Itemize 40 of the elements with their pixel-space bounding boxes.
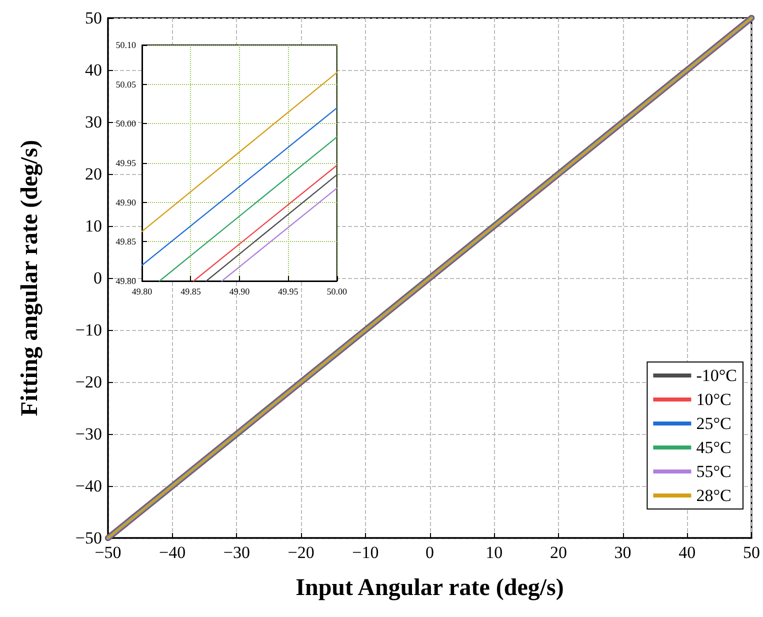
x-tick-label: 50 <box>743 543 760 562</box>
legend-label: 45°C <box>696 438 732 457</box>
x-tick-label: 0 <box>426 543 434 562</box>
y-tick-label: 40 <box>85 60 102 80</box>
y-tick-label: 50.05 <box>116 79 136 90</box>
x-tick-label: −40 <box>159 543 186 562</box>
x-tick-label: 40 <box>678 543 696 562</box>
legend-label: 25°C <box>696 414 732 433</box>
x-tick-label: 49.85 <box>180 286 202 296</box>
y-tick-label: 50 <box>85 8 102 28</box>
y-tick-label: 20 <box>85 164 102 184</box>
x-tick-label: 30 <box>614 543 632 562</box>
y-tick-label: 10 <box>85 216 102 236</box>
x-tick-label: 49.80 <box>132 286 153 296</box>
y-tick-label: −10 <box>75 320 102 340</box>
x-tick-label: 49.95 <box>278 286 299 296</box>
y-tick-label: 30 <box>85 112 102 132</box>
y-axis-title: Fitting angular rate (deg/s) <box>17 140 43 416</box>
y-tick-label: −30 <box>75 424 102 444</box>
x-tick-label: −20 <box>288 543 314 562</box>
y-tick-label: 49.90 <box>116 197 136 208</box>
x-tick-label: −30 <box>223 543 250 562</box>
y-tick-label: 49.80 <box>116 276 136 286</box>
y-tick-label: −40 <box>75 476 102 496</box>
legend-label: 28°C <box>696 486 732 505</box>
y-tick-label: 49.95 <box>116 158 136 168</box>
y-tick-label: 49.85 <box>116 236 136 247</box>
y-tick-label: 50.00 <box>116 118 136 129</box>
legend-label: 55°C <box>696 462 732 481</box>
y-tick-label: 50.10 <box>116 40 136 50</box>
x-tick-label: 20 <box>550 543 567 562</box>
y-tick-label: −50 <box>75 528 102 548</box>
x-tick-label: 49.90 <box>229 286 250 296</box>
legend-label: -10°C <box>696 366 738 385</box>
legend-label: 10°C <box>696 390 732 409</box>
x-tick-label: −10 <box>352 543 379 562</box>
x-axis-title: Input Angular rate (deg/s) <box>296 575 564 601</box>
x-tick-label: 50.00 <box>326 286 348 296</box>
y-tick-label: −20 <box>75 372 102 392</box>
x-tick-label: 10 <box>486 543 503 562</box>
